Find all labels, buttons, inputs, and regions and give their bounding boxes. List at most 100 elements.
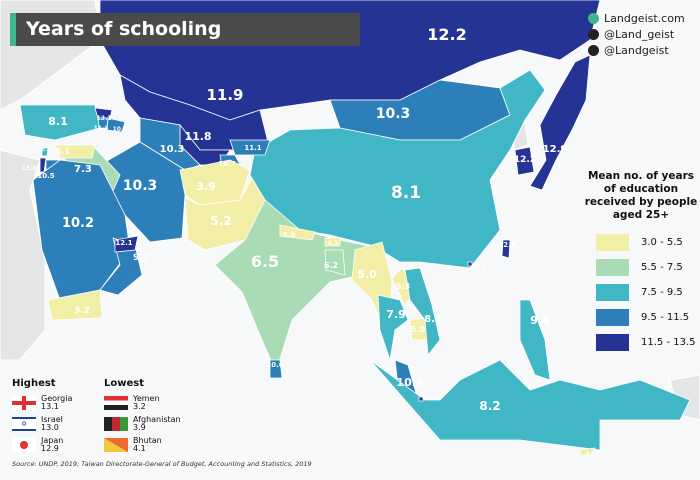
region-philippines: [519, 299, 551, 381]
twitter-icon: [588, 44, 599, 56]
legend-range: 11.5 - 13.5: [641, 337, 696, 348]
land-africa: [0, 149, 46, 361]
region-value-label: 12.2: [427, 25, 466, 44]
lowest-heading: Lowest: [104, 378, 144, 389]
list-item: Afghanistan 3.9: [104, 414, 194, 433]
social-twitter[interactable]: @Landgeist: [588, 42, 685, 58]
region-value-label: 8.2: [479, 399, 500, 413]
highest-list: Highest Georgia 13.1 ✡ Israel 13.0 Japan 12.…: [12, 378, 102, 456]
afghanistan-flag-icon: [104, 416, 128, 431]
region-indonesia: [369, 359, 691, 451]
bhutan-flag-icon: [104, 437, 128, 452]
region-value-label: 7.3: [74, 164, 92, 175]
georgia-flag-icon: [12, 395, 36, 410]
list-item: Georgia 13.1: [12, 393, 102, 412]
region-uae: [114, 235, 139, 253]
country-name: Israel: [41, 414, 63, 424]
legend: Mean no. of years of education received …: [582, 170, 700, 355]
region-value-label: 9.7: [133, 253, 149, 263]
region-turkey: [19, 104, 101, 141]
region-value-label: 10.5: [37, 172, 54, 180]
country-name: Georgia: [41, 393, 73, 403]
region-bangladesh: [324, 249, 346, 276]
region-thailand: [377, 294, 409, 361]
region-value-label: 11.9: [206, 86, 243, 104]
legend-swatch: [596, 259, 629, 276]
region-value-label: 8.1: [48, 115, 68, 128]
legend-item: 7.5 - 9.5: [582, 280, 700, 305]
highest-heading: Highest: [12, 378, 56, 389]
list-item: Bhutan 4.1: [104, 435, 194, 454]
region-value-label: 5.2: [210, 214, 231, 228]
region-lebanon: [41, 147, 49, 157]
region-timor-leste: [579, 447, 596, 456]
country-value: 3.2: [133, 401, 146, 411]
region-vietnam: [404, 267, 441, 357]
country-value: 13.0: [41, 422, 59, 432]
legend-item: 3.0 - 5.5: [582, 230, 700, 255]
region-value-label: 10.3: [123, 178, 158, 194]
region-value-label: 5.0: [357, 268, 377, 281]
region-value-label: 6.2: [324, 261, 338, 270]
region-value-label: 10.2: [62, 216, 94, 231]
region-israel: [39, 157, 47, 173]
region-georgia: [94, 107, 113, 119]
region-sri-lanka: [269, 359, 283, 379]
social-text: Landgeist.com: [604, 11, 685, 25]
country-name: Yemen: [133, 393, 160, 403]
region-value-label: 7.9: [386, 308, 406, 321]
region-value-label: 5.3: [396, 282, 410, 291]
country-value: 13.1: [41, 401, 59, 411]
legend-swatch: [596, 284, 629, 301]
social-text: @Land_geist: [604, 27, 675, 41]
region-syria: [54, 144, 96, 159]
legend-swatch: [596, 334, 629, 351]
region-value-label: 10.6: [113, 126, 128, 133]
list-item: Japan 12.9: [12, 435, 102, 454]
region-value-label: 10.4: [396, 376, 423, 389]
country-name: Afghanistan: [133, 414, 181, 424]
region-value-label: 10.3: [160, 144, 185, 155]
region-value-label: 12.2: [514, 155, 536, 165]
region-value-label: 12.1: [115, 239, 132, 247]
region-value-label: 13.1: [97, 115, 112, 122]
region-value-label: 9.4: [530, 314, 550, 327]
region-value-label: 11.3: [94, 125, 109, 132]
region-value-label: 6.5: [251, 252, 279, 271]
page-title: Years of schooling: [10, 13, 360, 46]
legend-item: 11.5 - 13.5: [582, 330, 700, 355]
region-nepal: [279, 224, 316, 241]
region-value-label: 10.6: [266, 361, 283, 369]
region-value-label: 8.7: [41, 147, 50, 153]
social-links: Landgeist.com @Land_geist @Landgeist: [588, 10, 685, 58]
region-value-label: 8.1: [391, 183, 421, 203]
country-name: Bhutan: [133, 435, 162, 445]
region-value-label: 13.0: [22, 165, 37, 172]
region-value-label: 4.1: [328, 240, 339, 247]
social-text: @Landgeist: [604, 43, 669, 57]
list-item: ✡ Israel 13.0: [12, 414, 102, 433]
region-kyrgyzstan: [229, 139, 271, 156]
region-taiwan: [501, 239, 511, 259]
israel-flag-icon: ✡: [12, 416, 36, 431]
yemen-flag-icon: [104, 395, 128, 410]
region-bhutan: [324, 237, 341, 247]
region-value-label: 10.7: [218, 160, 235, 168]
country-value: 12.9: [41, 443, 59, 453]
region-value-label: 11.1: [244, 144, 261, 152]
region-value-label: 10.3: [376, 106, 411, 122]
instagram-icon: [588, 28, 599, 40]
region-singapore: [418, 396, 424, 402]
region-japan: [529, 54, 591, 191]
social-website[interactable]: Landgeist.com: [588, 10, 685, 26]
region-south-korea: [514, 146, 535, 176]
region-yemen: [47, 289, 103, 321]
social-instagram[interactable]: @Land_geist: [588, 26, 685, 42]
source-note: Source: UNDP, 2019; Taiwan Directorate-G…: [12, 460, 312, 468]
legend-item: 5.5 - 7.5: [582, 255, 700, 280]
legend-range: 5.5 - 7.5: [641, 262, 683, 273]
japan-flag-icon: [12, 437, 36, 452]
country-name: Japan: [41, 435, 64, 445]
region-value-label: 4.8: [586, 451, 595, 457]
